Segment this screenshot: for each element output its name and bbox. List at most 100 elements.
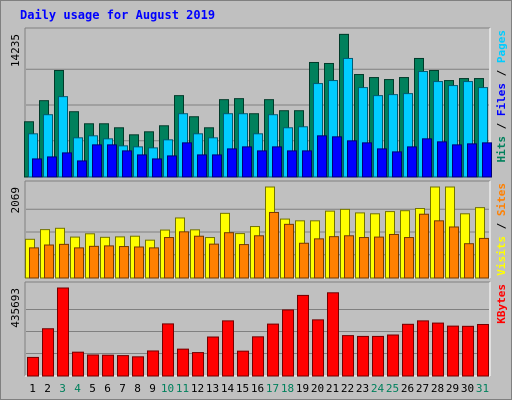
bar-kbytes-12 — [192, 352, 204, 377]
bar-sites-28 — [434, 220, 444, 279]
x-tick-label-30: 30 — [461, 382, 474, 395]
panel-max-label: 2069 — [9, 187, 22, 214]
x-tick-label-31: 31 — [476, 382, 489, 395]
bar-kbytes-25 — [387, 334, 399, 377]
x-tick-label-26: 26 — [401, 382, 414, 395]
bar-pages-4 — [77, 160, 87, 178]
panel-legend-part: / — [495, 216, 508, 236]
panel-legend-part: / — [495, 63, 508, 83]
bar-kbytes-18 — [282, 309, 294, 377]
bar-pages-13 — [212, 154, 222, 178]
x-tick-label-27: 27 — [416, 382, 429, 395]
bar-sites-6 — [104, 245, 114, 279]
bar-kbytes-17 — [267, 323, 279, 377]
panel-legend-label: KBytes — [495, 284, 508, 324]
bar-sites-30 — [464, 243, 474, 279]
x-tick-label-11: 11 — [176, 382, 189, 395]
bar-pages-19 — [302, 150, 312, 178]
bar-pages-11 — [182, 142, 192, 178]
bar-sites-15 — [239, 244, 249, 279]
bar-kbytes-27 — [417, 320, 429, 377]
x-tick-label-28: 28 — [431, 382, 444, 395]
bar-pages-10 — [167, 155, 177, 178]
bar-pages-29 — [452, 144, 462, 178]
x-tick-label-21: 21 — [326, 382, 339, 395]
bar-kbytes-14 — [222, 320, 234, 377]
chart-title: Daily usage for August 2019 — [20, 8, 215, 22]
x-tick-label-12: 12 — [191, 382, 204, 395]
bar-kbytes-7 — [117, 355, 129, 377]
panel-legend-label: Visits / Sites — [495, 183, 508, 276]
bar-kbytes-6 — [102, 354, 114, 377]
bar-pages-2 — [47, 156, 57, 178]
panel-hits_files_pages: 14235 Hits / Files / Pages — [9, 27, 508, 178]
x-tick-label-15: 15 — [236, 382, 249, 395]
x-tick-label-6: 6 — [104, 382, 111, 395]
bar-sites-7 — [119, 246, 129, 279]
bar-kbytes-10 — [162, 323, 174, 377]
x-tick-label-7: 7 — [119, 382, 126, 395]
bar-pages-17 — [272, 146, 282, 178]
bar-sites-17 — [269, 211, 279, 279]
bar-sites-18 — [284, 223, 294, 279]
bar-pages-3 — [62, 152, 72, 178]
panel-legend-part: Visits — [495, 236, 508, 276]
bar-kbytes-28 — [432, 322, 444, 377]
x-tick-label-29: 29 — [446, 382, 459, 395]
x-tick-label-20: 20 — [311, 382, 324, 395]
bar-pages-22 — [347, 140, 357, 178]
bar-kbytes-22 — [342, 335, 354, 377]
bar-sites-3 — [59, 243, 69, 279]
x-tick-label-9: 9 — [149, 382, 156, 395]
panel-legend-part: / — [495, 116, 508, 136]
panel-visits_sites: 2069 Visits / Sites — [9, 180, 508, 279]
bar-sites-12 — [194, 235, 204, 279]
x-tick-label-5: 5 — [89, 382, 96, 395]
bar-pages-26 — [407, 146, 417, 178]
bar-pages-18 — [287, 150, 297, 178]
bar-sites-29 — [449, 226, 459, 279]
panel-legend-part: Sites — [495, 183, 508, 216]
bar-pages-25 — [392, 151, 402, 178]
panel-max-label: 14235 — [9, 34, 22, 67]
bar-pages-6 — [107, 144, 117, 178]
x-tick-label-25: 25 — [386, 382, 399, 395]
x-tick-label-14: 14 — [221, 382, 235, 395]
bar-sites-5 — [89, 245, 99, 279]
bar-sites-11 — [179, 231, 189, 279]
x-tick-label-10: 10 — [161, 382, 174, 395]
bar-kbytes-4 — [72, 351, 84, 377]
bar-sites-8 — [134, 246, 144, 279]
bar-kbytes-24 — [372, 335, 384, 377]
bar-pages-14 — [227, 148, 237, 178]
panel-max-label: 435693 — [9, 288, 22, 328]
bar-kbytes-16 — [252, 336, 264, 377]
bar-sites-31 — [479, 237, 489, 279]
x-tick-label-23: 23 — [356, 382, 369, 395]
bar-kbytes-2 — [42, 328, 54, 377]
panel-kbytes: 435693 KBytes — [9, 281, 508, 377]
bar-sites-22 — [344, 235, 354, 279]
bar-sites-23 — [359, 237, 369, 279]
bar-sites-21 — [329, 236, 339, 279]
x-tick-label-17: 17 — [266, 382, 279, 395]
panel-legend-label: Hits / Files / Pages — [495, 30, 508, 163]
panel-legend-part: Hits — [495, 136, 508, 163]
bar-pages-24 — [377, 148, 387, 178]
bar-pages-8 — [137, 154, 147, 178]
bar-kbytes-11 — [177, 348, 189, 377]
bar-kbytes-21 — [327, 292, 339, 377]
bar-sites-16 — [254, 235, 264, 279]
bar-kbytes-15 — [237, 350, 249, 377]
x-tick-label-4: 4 — [74, 382, 81, 395]
bar-pages-30 — [467, 143, 477, 178]
bar-sites-10 — [164, 237, 174, 279]
bar-pages-5 — [92, 144, 102, 178]
bar-pages-23 — [362, 142, 372, 178]
x-tick-label-22: 22 — [341, 382, 354, 395]
bar-pages-7 — [122, 150, 132, 178]
panel-legend-part: Files — [495, 83, 508, 116]
bar-kbytes-13 — [207, 336, 219, 377]
bar-kbytes-20 — [312, 319, 324, 377]
